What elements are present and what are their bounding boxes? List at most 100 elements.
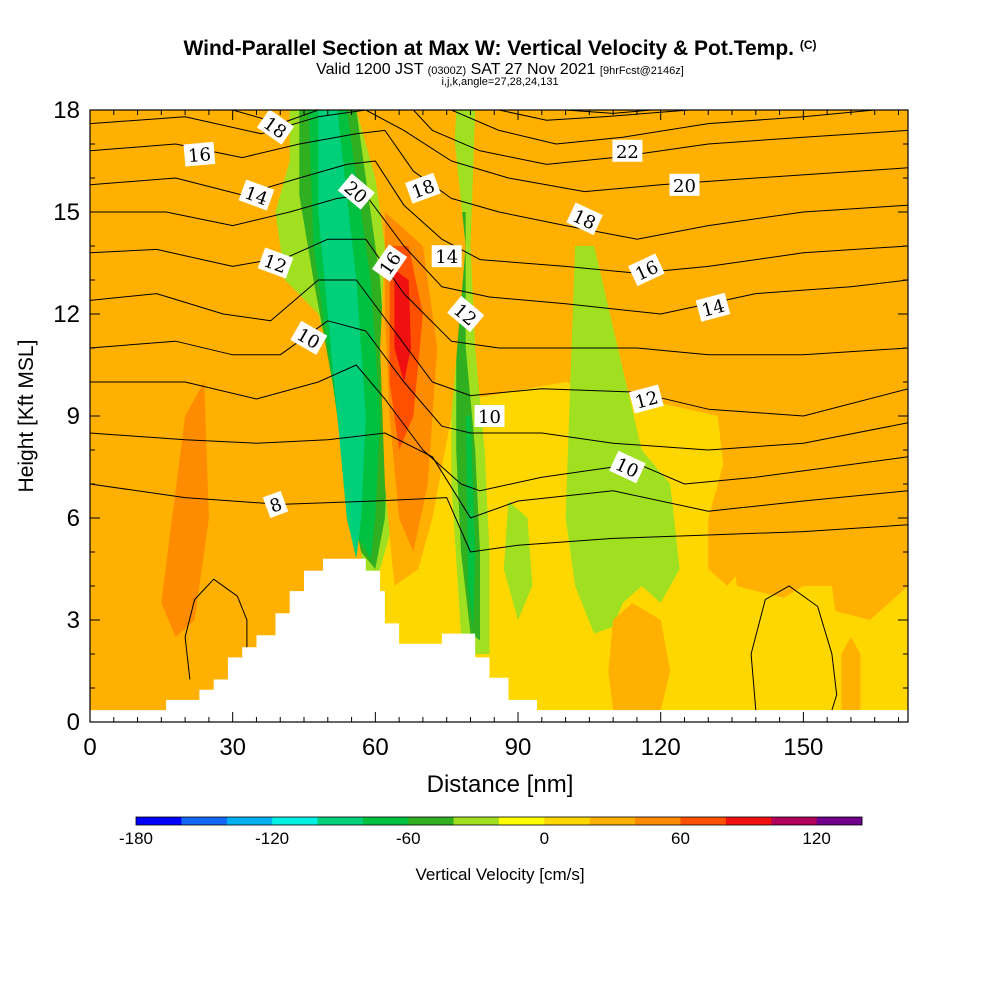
w-region	[755, 586, 842, 711]
y-tick-label: 18	[53, 97, 80, 124]
colorbar-swatch	[499, 817, 545, 825]
y-tick-label: 6	[67, 505, 80, 532]
terrain-mask	[90, 558, 908, 722]
x-tick-label: 150	[783, 734, 823, 761]
contour-label-box	[371, 244, 408, 282]
copyright-mark: (C)	[799, 38, 817, 52]
contour-label-text: 10	[478, 407, 501, 428]
w-region	[161, 382, 209, 637]
colorbar-swatch	[635, 817, 681, 825]
contour-label-box	[238, 179, 275, 211]
y-tick-label: 15	[53, 199, 80, 226]
w-region	[175, 110, 252, 229]
contour-label-box	[612, 139, 643, 162]
colorbar-swatch	[272, 817, 318, 825]
colorbar-tick-label: 60	[671, 829, 690, 848]
contour-label-box	[431, 245, 462, 268]
contour-label-box	[183, 141, 216, 167]
theta-contour	[90, 432, 908, 519]
y-tick-label: 12	[53, 301, 80, 328]
contour-label-box	[290, 320, 328, 355]
w-region	[841, 637, 861, 711]
w-region	[318, 110, 366, 559]
x-tick-label: 90	[505, 734, 532, 761]
contour-label-box	[257, 247, 294, 279]
colorbar-swatch	[362, 817, 409, 825]
contour-label-box	[405, 172, 441, 204]
contour-label-box	[695, 292, 731, 322]
colorbar-frame	[135, 816, 863, 826]
x-tick-label: 120	[641, 734, 681, 761]
colorbar-swatch	[408, 817, 455, 825]
y-tick-label: 3	[67, 607, 80, 634]
contour-label: 22	[612, 139, 643, 163]
contour-label-box	[629, 384, 664, 414]
w-region	[708, 382, 908, 586]
colorbar-tick-label: -120	[255, 829, 289, 848]
colorbar-swatch	[544, 817, 591, 825]
colorbar-tick-label: -180	[119, 829, 153, 848]
contour-label: 14	[431, 245, 462, 268]
contour-label-box	[566, 202, 603, 236]
colorbar-swatch	[680, 817, 727, 825]
contour-label-text: 20	[673, 176, 696, 197]
contour-label-text: 16	[187, 144, 212, 167]
chart-title-text: Wind-Parallel Section at Max W: Vertical…	[183, 37, 794, 60]
w-region	[608, 603, 671, 711]
theta-contour	[90, 279, 908, 417]
theta-contour	[90, 320, 908, 451]
colorbar-tick-label: -60	[396, 829, 421, 848]
contour-label-box	[609, 450, 646, 484]
valid-time-line: Valid 1200 JST (0300Z) SAT 27 Nov 2021 […	[0, 61, 1000, 79]
colorbar: -180 -120 -60 0 60 120	[119, 816, 863, 848]
x-axis-label: Distance [nm]	[427, 771, 574, 798]
contour-label: 16	[183, 141, 216, 167]
contour-label: 14	[695, 292, 731, 322]
contour-label-box	[474, 405, 505, 427]
valid-time: Valid 1200 JST	[316, 61, 424, 78]
theta-isoline	[184, 578, 248, 680]
contour-label: 20	[669, 173, 700, 197]
theta-isoline	[750, 585, 838, 711]
grid-info: i,j,k,angle=27,28,24,131	[441, 76, 559, 88]
theta-contour	[498, 110, 690, 121]
contour-label-box	[337, 173, 375, 210]
colorbar-swatch	[725, 817, 772, 825]
terrain	[90, 558, 908, 722]
contour-label: 8	[262, 490, 289, 518]
colorbar-swatch	[453, 817, 500, 825]
contour-label: 18	[405, 172, 441, 204]
colorbar-tick-label: 120	[802, 829, 830, 848]
axes: 0 30 60 90 120 150 0 3 6 9 12 15 18	[53, 97, 908, 761]
colorbar-swatch	[317, 817, 364, 825]
contour-label: 14	[238, 179, 275, 211]
colorbar-label: Vertical Velocity [cm/s]	[415, 865, 584, 884]
chart-title: Wind-Parallel Section at Max W: Vertical…	[0, 37, 1000, 61]
forecast-info: [9hrFcst@2146z]	[599, 65, 684, 77]
contour-label-text: 22	[616, 142, 639, 163]
y-axis-label: Height [Kft MSL]	[15, 340, 38, 493]
theta-contour	[90, 364, 908, 492]
contour-label-box	[262, 490, 289, 518]
contour-label-box	[669, 173, 700, 196]
x-tick-label: 0	[83, 734, 96, 761]
contour-label: 12	[257, 247, 294, 279]
theta-contour	[90, 238, 908, 356]
valid-date: SAT 27 Nov 2021	[470, 61, 596, 78]
x-tick-label: 30	[219, 734, 246, 761]
contour-label-text: 14	[435, 247, 458, 268]
colorbar-swatch	[226, 817, 273, 825]
w-region	[465, 416, 476, 627]
colorbar-swatch	[136, 817, 182, 825]
w-region	[622, 110, 908, 314]
x-tick-label: 60	[362, 734, 389, 761]
contour-label-box	[628, 253, 665, 287]
valid-utc: (0300Z)	[427, 65, 467, 77]
colorbar-tick-label: 0	[540, 829, 549, 848]
w-region	[394, 269, 411, 382]
contour-label: 12	[629, 384, 664, 414]
colorbar-swatch	[771, 817, 818, 825]
